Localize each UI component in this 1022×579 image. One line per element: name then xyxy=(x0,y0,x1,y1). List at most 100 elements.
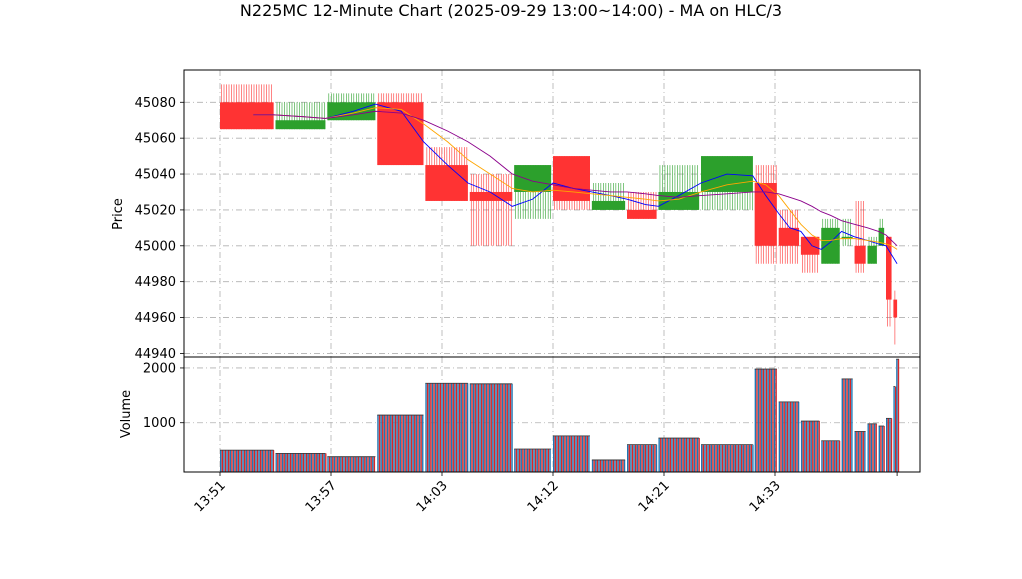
volume-stripe xyxy=(849,378,851,472)
volume-stripe xyxy=(333,456,336,472)
volume-stripe xyxy=(283,453,285,472)
volume-stripe xyxy=(627,444,629,472)
volume-stripe xyxy=(471,383,473,472)
volume-stripe xyxy=(770,369,773,472)
volume-stripe xyxy=(362,456,364,472)
volume-stripe xyxy=(433,383,435,472)
volume-stripe xyxy=(622,459,624,472)
volume-stripe xyxy=(851,378,853,472)
volume-stripe xyxy=(559,435,561,472)
volume-stripe xyxy=(299,453,301,472)
volume-stripe xyxy=(615,459,618,472)
volume-stripe xyxy=(328,456,331,472)
volume-stripe xyxy=(561,435,563,472)
volume-stripe xyxy=(346,456,348,472)
volume-stripe xyxy=(401,415,403,472)
volume-bar xyxy=(896,358,900,472)
volume-stripe xyxy=(520,449,522,472)
volume-stripe xyxy=(447,383,450,472)
volume-stripe xyxy=(567,435,569,472)
volume-stripe xyxy=(677,438,680,472)
volume-stripe xyxy=(800,421,803,472)
volume-stripe xyxy=(488,383,491,472)
volume-stripe xyxy=(501,383,504,472)
volume-stripe xyxy=(812,421,814,472)
volume-stripe xyxy=(344,456,347,472)
volume-stripe xyxy=(872,423,874,472)
volume-stripe xyxy=(525,449,527,472)
volume-stripe xyxy=(288,453,290,472)
volume-stripe xyxy=(896,359,898,472)
volume-stripe xyxy=(256,450,259,472)
candle xyxy=(800,236,820,273)
candle-body xyxy=(275,120,326,130)
ma-mid-line xyxy=(253,107,898,250)
volume-bar xyxy=(275,452,327,472)
volume-stripe xyxy=(841,378,843,472)
volume-stripe xyxy=(541,449,543,472)
volume-stripe xyxy=(530,449,532,472)
volume-stripe xyxy=(765,369,768,472)
volume-stripe xyxy=(378,415,381,472)
volume-stripe xyxy=(417,415,419,472)
volume-stripe xyxy=(752,444,754,472)
volume-stripe xyxy=(674,438,676,472)
volume-stripe xyxy=(736,444,738,472)
volume-stripe xyxy=(731,444,733,472)
volume-stripe xyxy=(370,456,372,472)
volume-stripe xyxy=(741,444,743,472)
volume-stripe xyxy=(598,459,600,472)
volume-stripe xyxy=(630,444,632,472)
volume-stripe xyxy=(340,456,342,472)
volume-stripe xyxy=(332,456,334,472)
volume-stripe xyxy=(442,383,445,472)
candle-body xyxy=(867,245,877,264)
volume-stripe xyxy=(260,450,262,472)
volume-stripe xyxy=(881,426,884,472)
volume-stripe xyxy=(228,450,230,472)
volume-stripe xyxy=(261,450,263,472)
volume-stripe xyxy=(487,383,489,472)
volume-stripe xyxy=(685,438,688,472)
volume-stripe xyxy=(313,453,316,472)
volume-stripe xyxy=(654,444,656,472)
volume-stripe xyxy=(690,438,692,472)
volume-stripe xyxy=(272,450,275,472)
volume-stripe xyxy=(511,383,513,472)
volume-stripe xyxy=(646,444,648,472)
volume-stripe xyxy=(357,456,360,472)
volume-stripe xyxy=(759,369,761,472)
volume-bar xyxy=(553,435,590,472)
volume-stripe xyxy=(360,456,363,472)
volume-stripe xyxy=(778,401,781,472)
price-axis-label: Price xyxy=(111,198,126,230)
volume-bar xyxy=(425,382,469,472)
volume-stripe xyxy=(269,450,271,472)
volume-stripe xyxy=(710,444,712,472)
volume-stripe xyxy=(718,444,720,472)
volume-stripe xyxy=(859,431,861,472)
volume-stripe xyxy=(668,438,670,472)
volume-stripe xyxy=(586,435,588,472)
volume-stripe xyxy=(564,435,566,472)
volume-stripe xyxy=(789,401,792,472)
volume-bar xyxy=(658,437,700,472)
volume-stripe xyxy=(844,378,847,472)
volume-stripe xyxy=(457,383,459,472)
volume-stripe xyxy=(291,453,293,472)
volume-stripe xyxy=(565,435,568,472)
volume-stripe xyxy=(462,383,464,472)
volume-stripe xyxy=(289,453,292,472)
volume-stripe xyxy=(723,444,725,472)
volume-stripe xyxy=(352,456,355,472)
volume-stripe xyxy=(359,456,361,472)
volume-stripe xyxy=(321,453,324,472)
volume-stripe xyxy=(286,453,289,472)
volume-stripe xyxy=(365,456,368,472)
volume-stripe xyxy=(672,438,675,472)
volume-stripe xyxy=(367,456,369,472)
volume-stripe xyxy=(354,456,356,472)
volume-stripe xyxy=(783,401,785,472)
volume-stripe xyxy=(715,444,717,472)
